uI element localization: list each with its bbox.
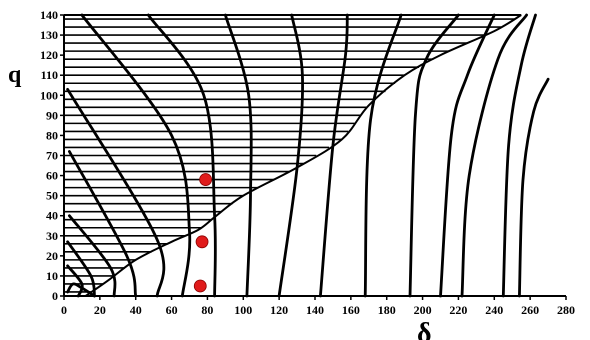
- y-tick-label-50: 50: [46, 189, 58, 203]
- series-line-12: [408, 13, 460, 298]
- series-line-5: [66, 87, 166, 298]
- x-tick-label-260: 260: [521, 303, 539, 317]
- axis-layer: 0 10 20 30 40 50 60 70 80 90 100 110 120 130 140 0 20 40 6…: [40, 8, 575, 317]
- x-tick-label-0: 0: [61, 303, 67, 317]
- x-tick-label-280: 280: [557, 303, 575, 317]
- series-line-10: [319, 13, 349, 298]
- series-line-7: [146, 13, 217, 298]
- y-tick-label-130: 130: [40, 28, 58, 42]
- x-tick-label-160: 160: [342, 303, 360, 317]
- y-tick-label-30: 30: [46, 229, 58, 243]
- y-tick-label-110: 110: [41, 68, 58, 82]
- series-line-1: [66, 264, 84, 298]
- y-tick-label-70: 70: [46, 149, 58, 163]
- marker-layer: [193, 173, 213, 293]
- x-tick-label-240: 240: [485, 303, 503, 317]
- series-line-8: [224, 13, 253, 298]
- series-line-14: [460, 13, 528, 298]
- boundary-curve: [84, 14, 522, 297]
- x-tick-label-200: 200: [414, 303, 432, 317]
- y-tick-label-100: 100: [40, 88, 58, 102]
- x-axis-title: δ: [417, 318, 432, 340]
- y-tick-label-60: 60: [46, 169, 58, 183]
- series-line-13: [439, 13, 496, 298]
- y-tick-label-40: 40: [46, 209, 58, 223]
- y-tick-label-140: 140: [40, 8, 58, 22]
- series-line-9: [277, 13, 304, 298]
- marker-point-1: [195, 235, 209, 249]
- y-axis-title: q: [8, 62, 22, 88]
- x-tick-label-220: 220: [449, 303, 467, 317]
- label-layer: q δ: [8, 62, 432, 340]
- y-tick-label-0: 0: [52, 289, 58, 303]
- series-line-4: [68, 150, 138, 298]
- x-tick-label-120: 120: [270, 303, 288, 317]
- hatching-layer: [64, 14, 522, 293]
- y-tick-label-80: 80: [46, 128, 58, 142]
- series-line-16: [518, 77, 550, 298]
- marker-point-0: [199, 173, 213, 186]
- x-tick-label-60: 60: [166, 303, 178, 317]
- marker-point-2: [193, 279, 207, 293]
- x-tick-label-40: 40: [130, 303, 142, 317]
- series-line-11: [363, 13, 403, 298]
- y-tick-label-90: 90: [46, 108, 58, 122]
- x-tick-label-100: 100: [234, 303, 252, 317]
- x-tick-label-80: 80: [201, 303, 213, 317]
- x-tick-label-20: 20: [94, 303, 106, 317]
- x-tick-label-140: 140: [306, 303, 324, 317]
- series-line-3: [68, 214, 117, 298]
- y-tick-label-10: 10: [46, 269, 58, 283]
- series-line-0: [66, 282, 96, 298]
- x-tick-label-180: 180: [378, 303, 396, 317]
- y-tick-label-20: 20: [46, 249, 58, 263]
- series-line-2: [66, 240, 96, 298]
- series-line-6: [80, 13, 192, 298]
- series-line-15: [501, 13, 537, 298]
- y-tick-label-120: 120: [40, 48, 58, 62]
- curve-layer: [66, 13, 550, 298]
